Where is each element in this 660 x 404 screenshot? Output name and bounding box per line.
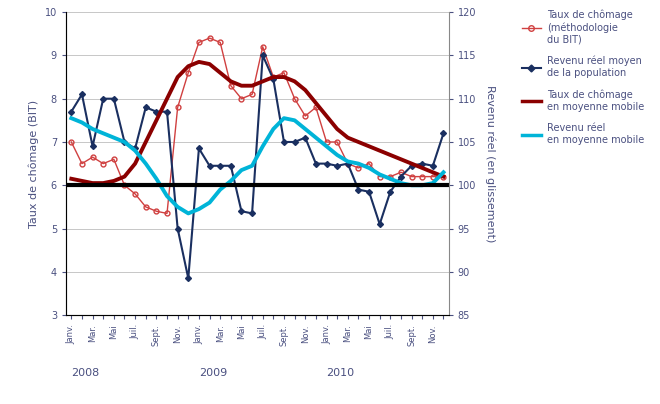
Text: 2010: 2010 — [327, 368, 354, 378]
Text: 2008: 2008 — [71, 368, 100, 378]
Legend: Taux de chômage
(méthodologie
du BIT), Revenu réel moyen
de la population, Taux : Taux de chômage (méthodologie du BIT), R… — [517, 6, 648, 149]
Y-axis label: Taux de chômage (BIT): Taux de chômage (BIT) — [28, 99, 39, 228]
Y-axis label: Revenu réel (en glissement): Revenu réel (en glissement) — [485, 85, 496, 242]
Text: 2009: 2009 — [199, 368, 227, 378]
